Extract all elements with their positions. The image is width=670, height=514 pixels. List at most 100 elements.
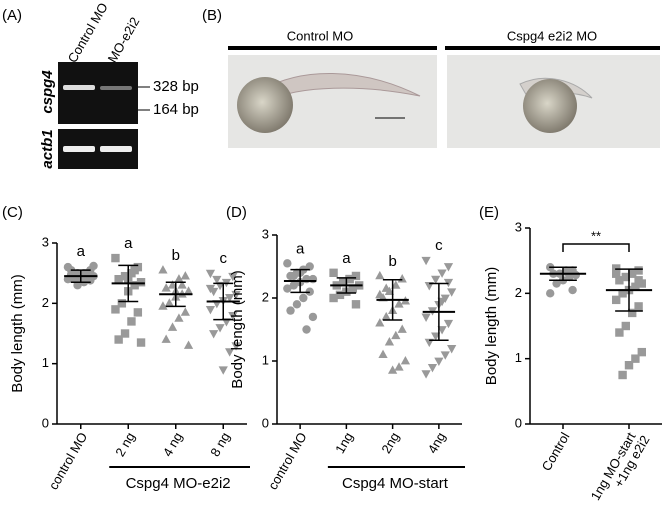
y-tick-label: 1	[262, 352, 269, 367]
gel	[58, 62, 138, 124]
y-axis-label: Body length (mm)	[229, 270, 246, 388]
data-point	[437, 297, 447, 307]
data-point	[431, 332, 441, 341]
data-point	[447, 288, 457, 297]
data-point	[164, 298, 174, 307]
y-tick-label: 2	[262, 289, 269, 304]
y-tick-label: 0	[262, 415, 269, 430]
data-point	[89, 261, 98, 271]
data-point	[394, 362, 404, 371]
x-tick-label: 4ng	[425, 430, 449, 456]
data-point	[345, 274, 354, 284]
data-point	[205, 269, 216, 279]
data-point	[375, 318, 385, 327]
data-point	[351, 271, 361, 281]
group-label: Cspg4 e2i2 MO	[507, 28, 597, 43]
data-point	[111, 305, 120, 314]
data-point	[329, 293, 338, 303]
data-point	[231, 290, 241, 300]
data-point	[136, 278, 146, 287]
data-point	[212, 275, 222, 285]
data-point	[205, 284, 216, 294]
x-tick-label: 2 ng	[112, 430, 138, 459]
data-point	[161, 334, 171, 343]
data-point	[127, 317, 136, 326]
data-point	[174, 274, 184, 283]
data-point	[631, 354, 640, 363]
data-point	[434, 357, 444, 367]
data-point	[209, 330, 219, 339]
significance-bracket	[562, 243, 630, 252]
data-point	[302, 325, 311, 334]
data-point	[612, 295, 621, 305]
data-point	[378, 349, 388, 359]
gene-label: cspg4	[39, 70, 56, 114]
group-label: Cspg4 MO-e2i2	[126, 475, 231, 492]
significance-letter: c	[220, 250, 228, 267]
data-point	[612, 269, 621, 278]
x-tick-label: Control	[539, 430, 573, 474]
x-tick-label: 8 ng	[207, 430, 233, 459]
data-point	[161, 283, 171, 292]
data-point	[183, 340, 194, 349]
data-point	[114, 275, 123, 284]
significance-letter: a	[342, 250, 351, 267]
x-tick-label: 4 ng	[160, 430, 186, 459]
significance-label: **	[591, 228, 601, 243]
data-point	[400, 355, 411, 365]
data-point	[283, 284, 292, 293]
data-point	[335, 290, 345, 300]
data-point	[120, 329, 130, 338]
data-point	[225, 348, 235, 357]
y-tick-label: 2	[515, 285, 522, 300]
data-point	[621, 321, 630, 331]
panel-label: (E)	[479, 204, 499, 221]
embryo-yolk	[237, 77, 293, 133]
data-point	[205, 306, 216, 315]
significance-letter: a	[296, 240, 305, 257]
y-tick-label: 3	[42, 234, 49, 249]
data-point	[231, 342, 241, 351]
data-point	[299, 293, 308, 303]
x-tick-label: control MO	[265, 430, 310, 493]
data-point	[111, 253, 120, 263]
data-point	[568, 285, 577, 295]
significance-letter: b	[388, 253, 396, 270]
data-point	[228, 272, 238, 282]
data-point	[618, 289, 627, 298]
data-point	[437, 269, 447, 278]
data-point	[615, 328, 624, 337]
significance-letter: a	[77, 243, 86, 260]
data-point	[394, 299, 404, 308]
y-tick-label: 3	[262, 226, 269, 241]
size-label: 328 bp	[153, 78, 199, 95]
data-point	[628, 269, 637, 278]
gene-label: actb1	[39, 129, 56, 168]
data-point	[427, 363, 438, 373]
data-point	[421, 256, 431, 266]
data-point	[292, 300, 302, 309]
x-tick-label: 1ng	[332, 430, 356, 456]
y-tick-label: 0	[42, 415, 49, 430]
significance-letter: c	[435, 237, 443, 254]
gel-band	[100, 146, 132, 152]
data-point	[174, 313, 184, 322]
data-point	[621, 272, 630, 282]
data-point	[634, 302, 643, 311]
data-point	[348, 284, 357, 293]
data-point	[215, 324, 225, 333]
gel-band	[63, 85, 95, 90]
data-point	[114, 335, 123, 344]
data-point	[158, 301, 168, 310]
y-tick-label: 3	[515, 219, 522, 234]
data-point	[440, 351, 450, 360]
y-tick-label: 2	[42, 295, 49, 310]
data-point	[183, 286, 194, 295]
significance-letter: b	[172, 247, 180, 264]
group-label: Control MO	[287, 28, 353, 43]
gel-band	[63, 146, 95, 152]
data-point	[283, 259, 292, 268]
lane-label: MO-e2i2	[105, 15, 143, 66]
data-point	[634, 276, 643, 285]
